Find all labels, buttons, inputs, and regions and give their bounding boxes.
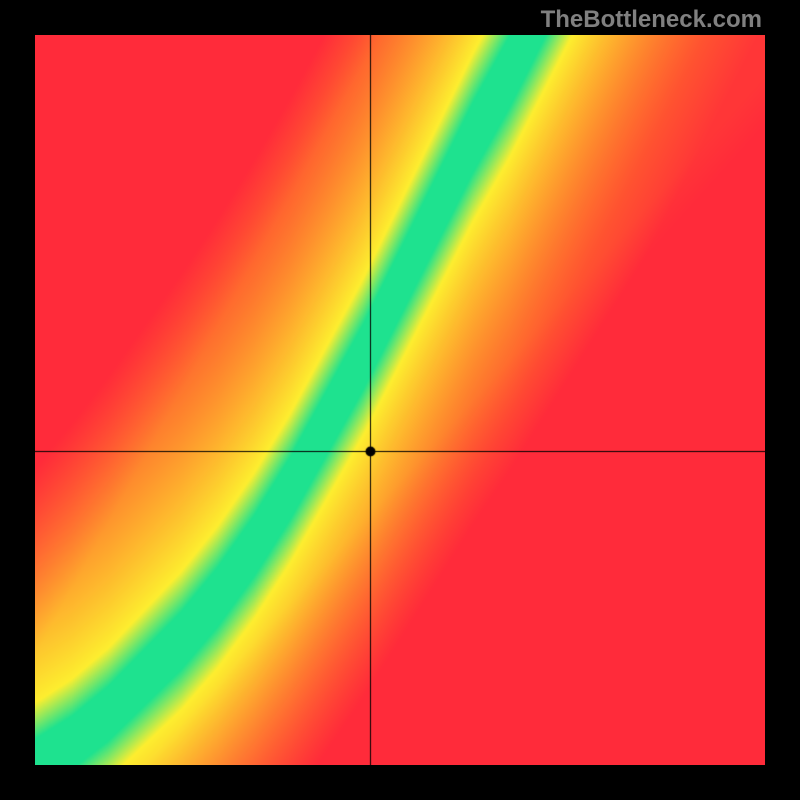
heatmap-canvas [35, 35, 765, 765]
chart-frame: TheBottleneck.com [0, 0, 800, 800]
watermark-text: TheBottleneck.com [541, 6, 762, 34]
heatmap-plot [35, 35, 765, 765]
